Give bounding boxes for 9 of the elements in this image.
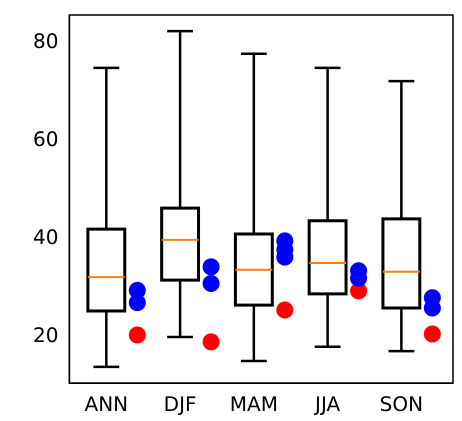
- y-tick-label: 40: [32, 225, 58, 250]
- x-tick-label: ANN: [84, 392, 128, 416]
- x-tick-label: JJA: [313, 392, 340, 416]
- x-tick-label: MAM: [230, 392, 278, 416]
- y-tick-label: 60: [32, 127, 58, 152]
- x-tick-label: SON: [380, 392, 424, 416]
- x-tick-label: DJF: [164, 392, 196, 416]
- y-tick-label: 20: [32, 323, 58, 348]
- y-tick-label: 80: [32, 29, 58, 54]
